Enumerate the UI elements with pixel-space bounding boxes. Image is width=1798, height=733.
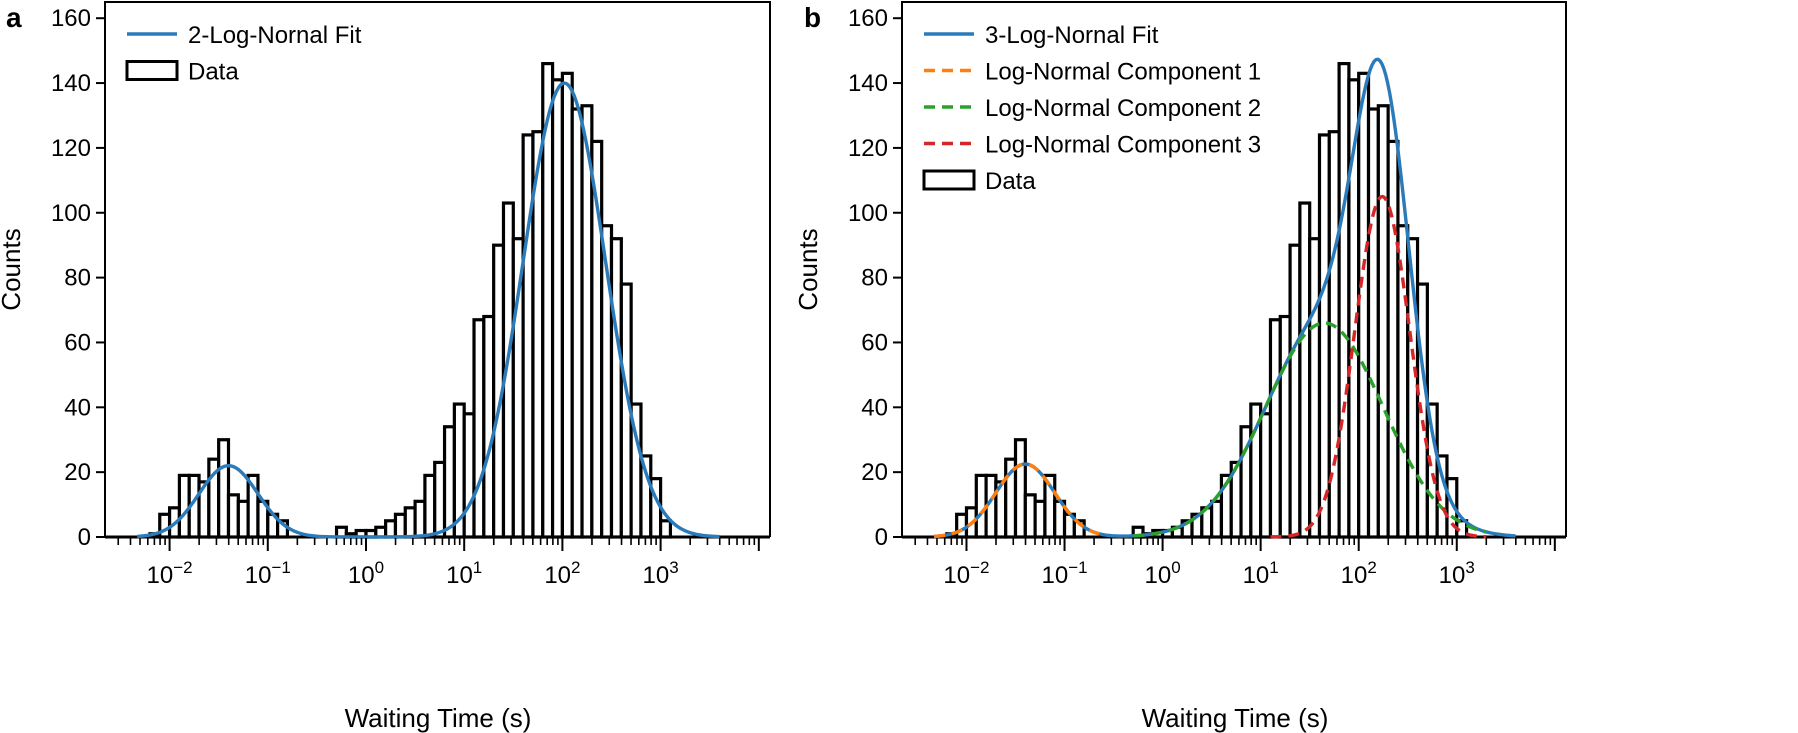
x-tick-label: 10−2 [147,558,193,589]
x-tick-label: 102 [544,558,580,589]
x-axis-label: Waiting Time (s) [1142,703,1329,733]
panel-letter: a [6,2,22,33]
y-tick-label: 20 [861,459,888,486]
y-tick-label: 60 [64,329,91,356]
x-tick-label: 103 [643,558,679,589]
x-tick-base: 10 [1243,562,1270,589]
legend-label: Data [985,168,1036,195]
y-axis-label: Counts [793,228,823,310]
legend-swatch-data [922,169,976,191]
x-tick-exponent: −1 [1068,558,1087,577]
y-tick-label: 80 [64,265,91,292]
x-tick-label: 100 [348,558,384,589]
x-tick-base: 10 [1145,562,1172,589]
x-tick-base: 10 [348,562,375,589]
x-tick-exponent: −2 [173,558,192,577]
x-tick-label: 102 [1341,558,1377,589]
x-tick-exponent: 3 [669,558,678,577]
legend: 3-Log-Nornal Fit Log-Normal Component 1 Lo… [922,22,1261,195]
fit-curve-2 [932,462,1105,539]
y-tick-label: 100 [51,200,91,227]
y-tick-label: 40 [861,394,888,421]
x-tick-base: 10 [1439,562,1466,589]
panel-letter: b [804,2,821,33]
x-tick-exponent: 0 [375,558,384,577]
legend-label: 2-Log-Nornal Fit [188,22,362,49]
x-tick-exponent: 1 [473,558,482,577]
y-axis-label: Counts [0,228,26,310]
y-tick-label: 100 [848,200,888,227]
x-tick-label: 10−2 [943,558,989,589]
legend-label: Log-Normal Component 3 [985,132,1261,159]
y-tick-label: 120 [51,135,91,162]
y-tick-label: 140 [848,70,888,97]
y-tick-label: 0 [78,524,91,551]
x-tick-base: 10 [1041,562,1068,589]
x-tick-base: 10 [1341,562,1368,589]
histogram-bar [658,519,673,539]
fit-curve-3 [1132,321,1487,538]
y-tick-label: 160 [51,5,91,32]
axes-frame [901,1,1567,537]
x-tick-label: 103 [1439,558,1475,589]
y-tick-label: 120 [848,135,888,162]
y-tick-label: 0 [875,524,888,551]
x-axis-label: Waiting Time (s) [345,703,532,733]
x-tick-label: 10−1 [1041,558,1087,589]
x-tick-exponent: 0 [1171,558,1180,577]
x-tick-exponent: −1 [271,558,290,577]
x-tick-base: 10 [147,562,174,589]
legend-label: Log-Normal Component 2 [985,95,1261,122]
x-tick-base: 10 [943,562,970,589]
y-tick-label: 60 [861,329,888,356]
x-tick-label: 101 [1243,558,1279,589]
x-tick-exponent: −2 [970,558,989,577]
x-tick-label: 100 [1145,558,1181,589]
x-tick-base: 10 [446,562,473,589]
x-tick-exponent: 2 [571,558,580,577]
legend-label: 3-Log-Nornal Fit [985,22,1159,49]
x-tick-base: 10 [544,562,571,589]
x-tick-exponent: 1 [1269,558,1278,577]
axes-frame [104,1,771,537]
legend-swatch-data [125,60,179,81]
y-tick-label: 80 [861,265,888,292]
x-tick-exponent: 3 [1465,558,1474,577]
legend-label: Log-Normal Component 1 [985,59,1261,86]
y-tick-label: 20 [64,459,91,486]
x-tick-label: 101 [446,558,482,589]
y-tick-label: 160 [848,5,888,32]
x-tick-base: 10 [643,562,670,589]
y-tick-label: 140 [51,70,91,97]
histogram-bars [945,62,1469,539]
x-tick-label: 10−1 [245,558,291,589]
fit-curve-1 [137,81,720,539]
y-tick-label: 40 [64,394,91,421]
fit-curve-4 [1269,194,1488,539]
legend-label: Data [188,59,239,86]
legend: 2-Log-Nornal Fit Data [125,22,362,86]
x-tick-base: 10 [245,562,272,589]
x-tick-exponent: 2 [1367,558,1376,577]
